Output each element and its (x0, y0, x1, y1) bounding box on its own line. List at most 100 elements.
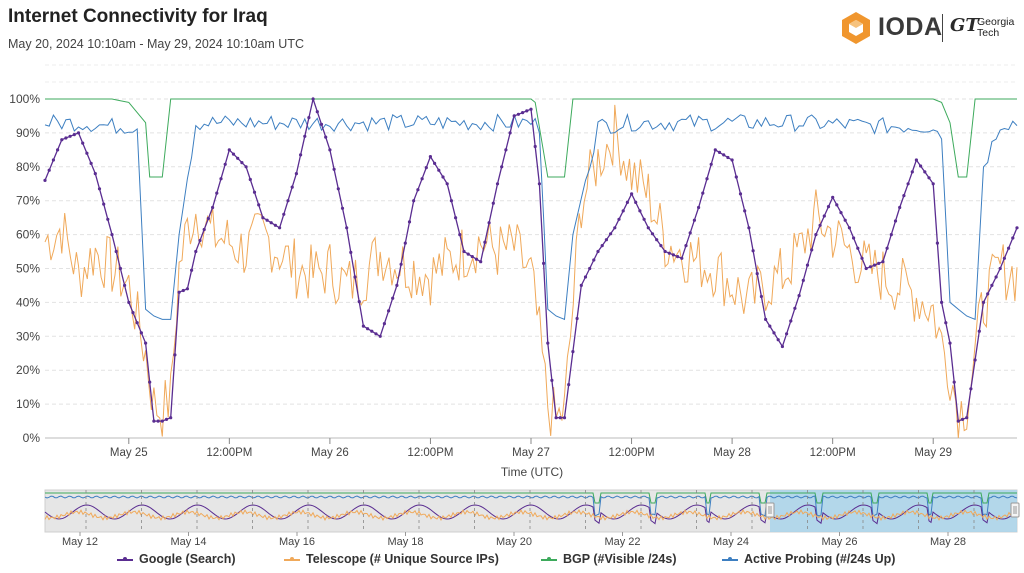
data-point-google (227, 148, 231, 152)
data-point-google (261, 216, 265, 220)
data-point-google (370, 329, 374, 333)
legend-swatch-google (117, 556, 133, 561)
data-point-google (395, 283, 399, 287)
data-point-google (780, 344, 785, 349)
data-point-google (118, 266, 122, 271)
data-point-google (273, 223, 277, 227)
series-line-active_probing (44, 112, 1018, 321)
series-line-bgp (45, 98, 1017, 178)
data-point-google (449, 199, 453, 203)
data-point-google (973, 358, 977, 362)
data-point-google (462, 249, 466, 254)
data-point-google (785, 332, 789, 336)
data-point-google (768, 324, 772, 328)
data-point-google (504, 148, 508, 152)
data-point-google (726, 155, 730, 160)
navigator-tick-label: May 28 (930, 536, 966, 548)
data-point-google (604, 238, 609, 242)
data-point-google (588, 266, 592, 271)
georgia-tech-mark: GT (950, 15, 979, 36)
data-point-google (353, 275, 357, 279)
data-point-google (60, 138, 64, 142)
data-point-google (634, 200, 638, 204)
data-point-google (185, 287, 189, 291)
data-point-google (56, 148, 60, 152)
data-point-google (898, 205, 902, 210)
data-point-google (667, 251, 671, 255)
data-point-google (43, 178, 47, 182)
data-point-google (1002, 256, 1007, 260)
data-point-google (801, 278, 805, 282)
data-point-google (734, 175, 738, 179)
legend-item-google[interactable]: Google (Search) (117, 552, 236, 566)
x-axis: May 25 12:00PM May 26 12:00PM May 27 12:00PM M… (110, 438, 952, 459)
data-point-google (701, 191, 705, 195)
data-point-google (416, 188, 420, 192)
y-tick-label: 80% (16, 160, 40, 174)
data-point-google (500, 165, 504, 169)
data-point-google (93, 172, 97, 176)
data-point-google (131, 311, 135, 315)
data-point-google (873, 263, 877, 267)
data-point-google (437, 168, 441, 172)
data-point-google (135, 321, 139, 325)
data-point-google (567, 383, 571, 387)
georgia-tech-line2: Tech (977, 27, 1000, 39)
data-point-google (1015, 226, 1019, 230)
data-point-google (625, 200, 630, 204)
data-point-google (470, 255, 474, 259)
data-point-google (366, 327, 370, 331)
data-point-google (571, 350, 575, 354)
data-point-google (512, 114, 516, 118)
data-point-google (965, 416, 969, 420)
data-point-google (458, 233, 462, 237)
ioda-logo: IODA GT Georgia Tech (840, 10, 1020, 46)
chart-legend: Google (Search) Telescope (# Unique Sour… (0, 552, 1024, 570)
x-tick-label: 12:00PM (407, 447, 453, 459)
data-point-google (441, 175, 445, 179)
data-point-google (198, 238, 202, 243)
data-point-google (231, 152, 236, 156)
data-point-google (743, 209, 747, 213)
y-tick-label: 30% (16, 329, 40, 343)
x-tick-label: May 27 (512, 447, 550, 459)
navigator-handle-left (765, 502, 775, 518)
data-point-google (433, 161, 437, 165)
navigator-handle-right (1010, 502, 1020, 518)
data-point-google (646, 226, 650, 230)
data-point-google (969, 387, 973, 391)
data-point-google (508, 131, 512, 135)
legend-item-bgp[interactable]: BGP (#Visible /24s) (541, 552, 676, 566)
data-point-google (776, 338, 780, 342)
data-point-google (542, 261, 546, 265)
data-point-google (994, 275, 998, 279)
data-point-google (374, 332, 378, 336)
data-point-google (889, 233, 893, 237)
data-point-google (902, 194, 906, 198)
data-point-google (977, 329, 981, 333)
data-point-google (856, 246, 860, 250)
plot-area (43, 96, 1019, 439)
navigator-tick-label: May 14 (170, 536, 206, 548)
time-navigator[interactable]: May 12 May 14 May 16 May 18 May 20 May 22 May … (44, 489, 1020, 548)
data-point-google (194, 249, 198, 254)
data-point-google (868, 265, 873, 269)
data-point-google (248, 177, 252, 182)
data-point-google (1007, 246, 1011, 250)
data-point-google (152, 419, 156, 423)
data-point-google (177, 290, 181, 294)
data-point-google (826, 205, 831, 209)
data-point-google (211, 205, 215, 210)
legend-item-active-probing[interactable]: Active Probing (#/24s Up) (722, 552, 895, 566)
legend-item-telescope[interactable]: Telescope (# Unique Source IPs) (284, 552, 499, 566)
data-point-google (311, 97, 315, 101)
data-point-google (655, 238, 659, 242)
data-point-google (403, 241, 407, 245)
data-point-google (583, 275, 588, 279)
data-point-google (717, 150, 722, 154)
data-point-google (286, 199, 290, 203)
y-tick-label: 50% (16, 262, 40, 276)
data-point-google (160, 419, 164, 423)
data-point-google (722, 153, 726, 157)
